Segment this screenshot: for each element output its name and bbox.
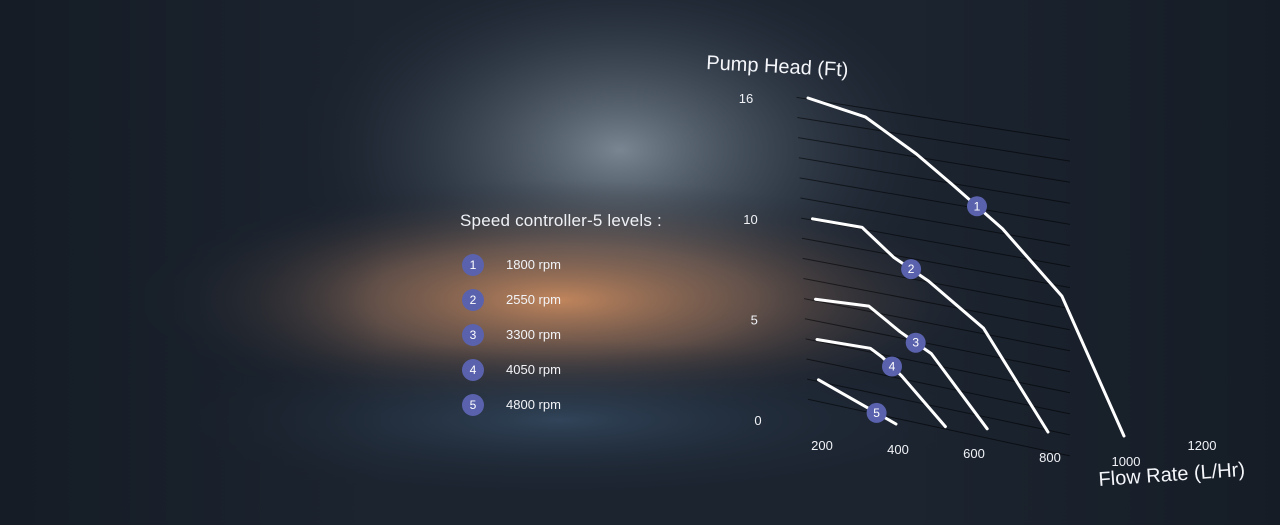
gridline [802,257,1071,310]
x-tick-label: 800 [1039,450,1061,465]
y-tick-label: 5 [751,312,758,327]
gridline [801,217,1071,268]
series-line [806,96,1126,438]
series-line [815,338,947,429]
gridline [799,177,1071,225]
gridline [797,117,1071,162]
level-badge: 4 [462,359,484,381]
gridline [807,398,1071,457]
gridline [796,96,1071,141]
series-marker [882,356,902,377]
gridline [805,338,1071,394]
gridline [803,278,1071,331]
series-lines [806,96,1126,438]
series-markers: 1 2 3 4 5 [866,196,987,423]
gridline [798,157,1071,204]
gridline [804,318,1071,373]
gridlines [796,96,1071,457]
series-marker-label: 1 [974,199,981,213]
gridline [804,298,1071,352]
level-badge: 1 [462,254,484,276]
series-marker [905,332,926,353]
gridline [801,237,1071,289]
y-axis-title: Pump Head (Ft) [706,52,849,81]
legend-label: 2550 rpm [506,292,561,307]
series-marker-label: 5 [873,406,880,420]
gridline [806,378,1071,436]
series-line [811,217,1050,434]
level-badge: 5 [462,394,484,416]
y-tick-label: 10 [743,212,757,227]
legend-label: 3300 rpm [506,327,561,342]
y-tick-label: 16 [739,91,753,106]
tick-labels: 0 5 10 16 200 400 600 800 1000 1200 [739,91,1217,469]
series-marker [866,402,887,423]
series-marker [901,259,922,280]
legend-label: 1800 rpm [506,257,561,272]
series-marker [967,196,987,217]
legend-title: Speed controller-5 levels : [460,211,662,230]
y-tick-label: 0 [754,413,761,428]
x-tick-label: 1000 [1112,454,1141,469]
gridline [798,137,1071,183]
series-marker-label: 2 [908,262,915,276]
level-badge: 3 [462,324,484,346]
x-tick-label: 200 [811,438,833,453]
x-tick-label: 1200 [1188,438,1217,453]
level-badge: 2 [462,289,484,311]
series-marker-label: 4 [889,360,896,374]
x-tick-label: 400 [887,442,909,457]
gridline [800,197,1071,246]
series-line [814,297,989,431]
gridline [806,358,1071,415]
legend-label: 4050 rpm [506,362,561,377]
series-marker-label: 3 [912,336,919,350]
x-tick-label: 600 [963,446,985,461]
legend-label: 4800 rpm [506,397,561,412]
